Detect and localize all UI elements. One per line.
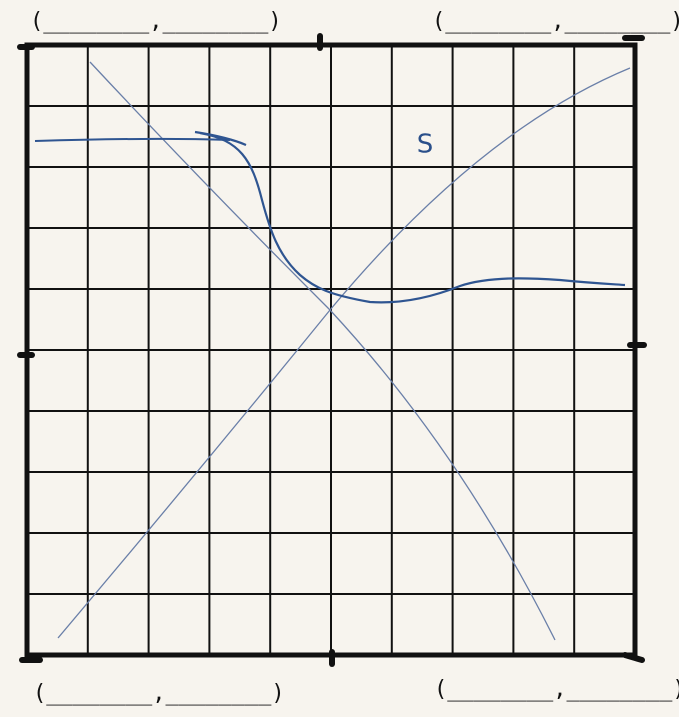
corner-label: (________,________) bbox=[434, 677, 679, 702]
axis-ticks bbox=[17, 33, 647, 667]
corner-label: (________,________) bbox=[33, 681, 285, 706]
ascending-line bbox=[57, 67, 631, 639]
corner-label: (________,________) bbox=[30, 9, 282, 34]
pen-curve bbox=[194, 130, 626, 304]
curve-label: S bbox=[417, 130, 434, 160]
grid bbox=[27, 45, 635, 655]
tick bbox=[622, 652, 645, 663]
corner-label: (________,________) bbox=[432, 9, 679, 34]
pen-curve-left bbox=[34, 137, 231, 142]
